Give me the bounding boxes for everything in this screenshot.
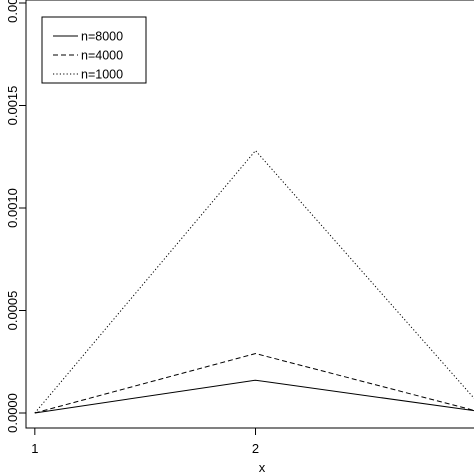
y-tick-label-3: 0.0015 — [5, 86, 20, 126]
legend-label-0: n=8000 — [81, 30, 123, 44]
x-tick-label-0: 1 — [31, 441, 38, 456]
x-axis-title: x — [259, 460, 266, 474]
y-tick-label-4: 0.0020 — [5, 0, 20, 23]
series-line-n-4000 — [34, 353, 474, 414]
y-axis: 0.0000 0.0005 0.0010 0.0015 0.0020 — [5, 0, 26, 433]
legend: n=8000 n=4000 n=1000 — [41, 16, 147, 84]
series-line-n-1000 — [34, 149, 474, 414]
series-layer — [34, 149, 474, 414]
series-line-n-8000 — [34, 379, 474, 414]
y-tick-label-1: 0.0005 — [5, 291, 20, 331]
legend-label-1: n=4000 — [81, 49, 123, 63]
x-tick-label-1: 2 — [252, 441, 259, 456]
legend-box — [41, 16, 147, 84]
y-tick-label-0: 0.0000 — [5, 393, 20, 433]
legend-label-2: n=1000 — [81, 68, 123, 82]
y-tick-label-2: 0.0010 — [5, 188, 20, 228]
